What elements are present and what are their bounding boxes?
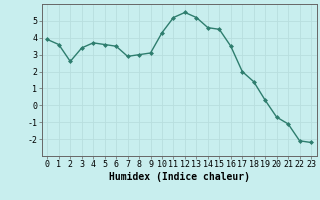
X-axis label: Humidex (Indice chaleur): Humidex (Indice chaleur) (109, 172, 250, 182)
